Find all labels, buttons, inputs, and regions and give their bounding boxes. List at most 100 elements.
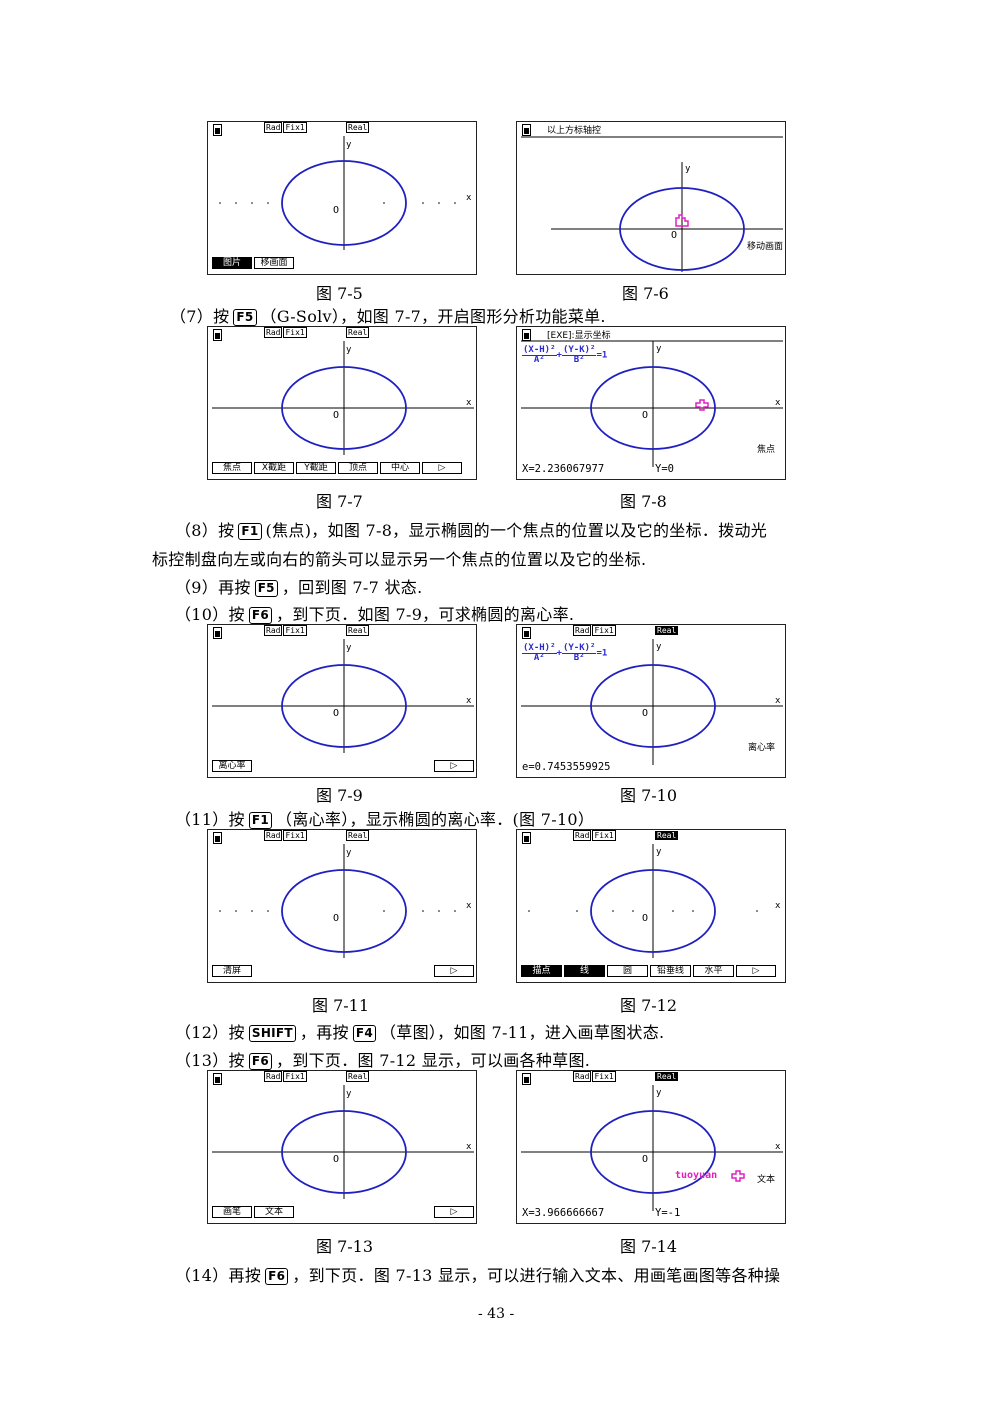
ellipse-curve	[590, 664, 716, 748]
side-label: 焦点	[756, 445, 775, 455]
origin-label: O	[642, 410, 649, 421]
x-readout: X=3.966666667	[522, 1207, 605, 1219]
caption-fig11: 图 7-11	[312, 996, 370, 1015]
status-rad: Rad Fix1	[264, 327, 307, 338]
status-rad: Rad Fix1	[264, 830, 307, 841]
f6-key: F6	[248, 607, 273, 624]
function-key-bar: 焦点 X截距 Y截距 顶点 中心 ▷	[212, 462, 462, 474]
calc-screen-fig14: Rad Fix1 Real y x O tuoyuan 文本 X=3.966666…	[516, 1070, 786, 1224]
fkey-6-next-icon[interactable]: ▷	[736, 965, 776, 977]
origin-label: O	[642, 1154, 649, 1165]
status-real: Real	[346, 830, 370, 841]
paragraph-9: （9）再按 F5 ，回到图 7-7 状态.	[175, 578, 423, 597]
ellipse-equation: (X-H)² A² +(Y-K)² B² =1	[522, 345, 608, 365]
fkey-2[interactable]: 文本	[254, 1206, 294, 1218]
caption-fig12: 图 7-12	[620, 996, 678, 1015]
x-axis-label: x	[775, 696, 781, 706]
status-real: Real	[655, 1072, 679, 1081]
y-axis-label: y	[346, 345, 352, 355]
x-axis-label: x	[466, 696, 472, 706]
status-real: Real	[655, 626, 679, 635]
fkey-6-next-icon[interactable]: ▷	[434, 1206, 474, 1218]
battery-icon	[522, 124, 531, 136]
ellipse-curve	[281, 664, 407, 748]
calc-screen-fig9: Rad Fix1 Real y x O 离心率 ▷	[207, 624, 477, 778]
f1-key: F1	[238, 523, 262, 540]
function-key-bar: 离心率 ▷	[212, 760, 474, 772]
battery-icon	[522, 627, 531, 639]
battery-icon	[213, 124, 222, 136]
status-rad: Rad Fix1	[264, 1071, 307, 1082]
status-rad: Rad Fix1	[573, 625, 616, 636]
ellipse-graph	[521, 136, 783, 272]
origin-label: O	[333, 410, 340, 421]
y-axis-label: y	[346, 140, 352, 150]
ellipse-graph	[212, 1085, 474, 1199]
status-real: Real	[346, 327, 370, 338]
fkey-1[interactable]: 离心率	[212, 760, 252, 772]
fkey-5[interactable]: 中心	[380, 462, 420, 474]
side-label: 离心率	[747, 743, 775, 753]
function-key-bar: 图片 移画面	[212, 257, 294, 269]
function-key-bar: 清屏 ▷	[212, 965, 474, 977]
origin-label: O	[642, 913, 649, 924]
fkey-1[interactable]: 清屏	[212, 965, 252, 977]
fkey-3[interactable]: Y截距	[296, 462, 336, 474]
paragraph-10: （10）按 F6 ，到下页．如图 7-9，可求椭圆的离心率.	[175, 605, 575, 624]
f5-key: F5	[254, 580, 278, 597]
caption-fig7: 图 7-7	[316, 492, 363, 511]
caption-fig9: 图 7-9	[316, 786, 363, 805]
ellipse-curve	[281, 160, 407, 246]
origin-label: O	[333, 205, 340, 216]
status-rad: Rad Fix1	[264, 122, 307, 133]
calc-screen-fig8: [EXE]:显示坐标 (X-H)² A² +(Y-K)² B² =1 y x O 焦点 …	[516, 326, 786, 480]
fkey-6-next-icon[interactable]: ▷	[434, 965, 474, 977]
ellipse-curve	[590, 366, 716, 450]
fkey-6-next-icon[interactable]: ▷	[422, 462, 462, 474]
fkey-4[interactable]: 顶点	[338, 462, 378, 474]
crosshair-cursor-icon	[731, 1170, 745, 1182]
ellipse-graph	[219, 844, 456, 958]
screen-header: 以上方标轴控	[547, 126, 602, 136]
f6-key: F6	[248, 1053, 273, 1070]
ellipse-curve	[281, 869, 407, 953]
caption-fig13: 图 7-13	[316, 1237, 374, 1256]
f1-key: F1	[248, 812, 273, 829]
fkey-2[interactable]: 线	[564, 965, 605, 977]
y-axis-label: y	[656, 1088, 662, 1098]
fkey-1[interactable]: 描点	[521, 965, 562, 977]
y-readout: Y=-1	[655, 1207, 681, 1219]
fkey-6-next-icon[interactable]: ▷	[434, 760, 474, 772]
screen-header: [EXE]:显示坐标	[547, 331, 611, 341]
calc-screen-fig6: 以上方标轴控 y O 移动画面	[516, 121, 786, 275]
fkey-1[interactable]: 画笔	[212, 1206, 252, 1218]
f4-key: F4	[352, 1025, 376, 1042]
eccentricity-readout: e=0.7453559925	[522, 761, 611, 773]
fkey-5[interactable]: 水平	[693, 965, 734, 977]
x-axis-label: x	[775, 1142, 781, 1152]
paragraph-13: （13）按 F6 ，到下页．图 7-12 显示，可以画各种草图.	[175, 1051, 591, 1070]
x-axis-label: x	[466, 398, 472, 408]
ellipse-curve	[590, 869, 716, 953]
status-rad: Rad Fix1	[573, 830, 616, 841]
page-number: - 43 -	[478, 1306, 515, 1322]
fkey-4[interactable]: 铅垂线	[650, 965, 691, 977]
fkey-1[interactable]: 图片	[212, 257, 252, 269]
x-axis-label: x	[775, 398, 781, 408]
x-axis-label: x	[775, 901, 781, 911]
battery-icon	[213, 329, 222, 341]
paragraph-7: （7）按 F5 （G-Solv），如图 7-7，开启图形分析功能菜单.	[170, 307, 606, 326]
fkey-2[interactable]: 移画面	[254, 257, 294, 269]
f6-key: F6	[265, 1268, 289, 1285]
function-key-bar: 描点 线 圆 铅垂线 水平 ▷	[521, 965, 776, 977]
paragraph-12: （12）按 SHIFT ，再按 F4 （草图），如图 7-11，进入画草图状态.	[175, 1023, 665, 1042]
x-axis-label: x	[466, 901, 472, 911]
fkey-1[interactable]: 焦点	[212, 462, 252, 474]
y-axis-label: y	[656, 344, 662, 354]
y-axis-label: y	[656, 847, 662, 857]
fkey-2[interactable]: X截距	[254, 462, 294, 474]
ellipse-curve	[619, 187, 745, 271]
fkey-3[interactable]: 圆	[607, 965, 648, 977]
paragraph-8b: 标控制盘向左或向右的箭头可以显示另一个焦点的位置以及它的坐标.	[152, 550, 647, 569]
